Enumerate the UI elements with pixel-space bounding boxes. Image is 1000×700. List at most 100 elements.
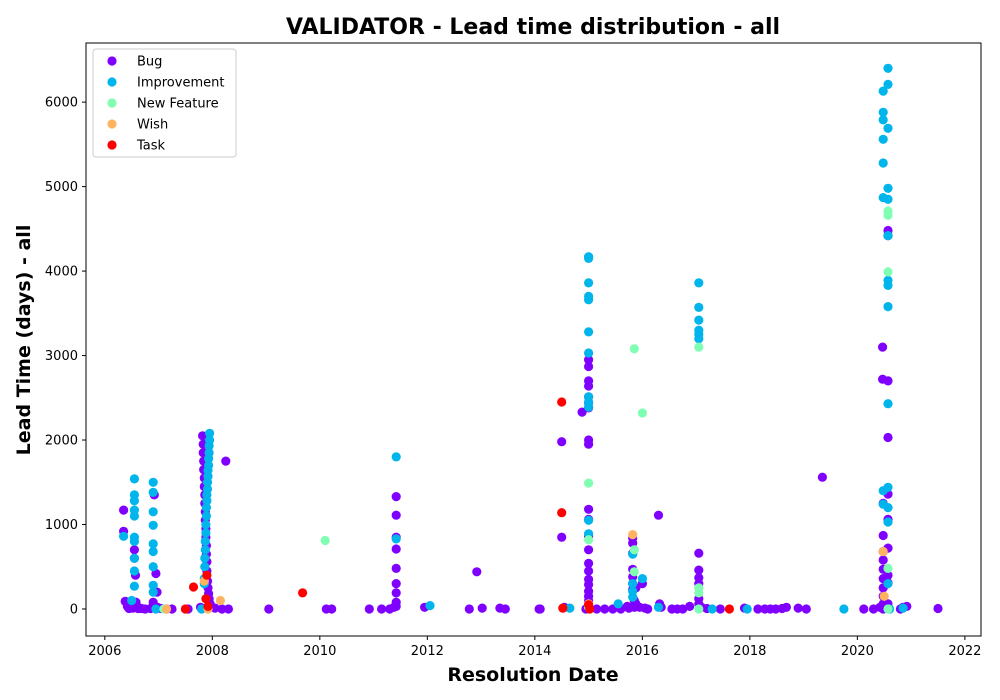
data-point bbox=[653, 602, 664, 612]
data-point bbox=[477, 603, 487, 613]
data-point bbox=[200, 545, 210, 555]
data-point bbox=[883, 604, 893, 614]
data-point bbox=[391, 544, 401, 554]
data-point bbox=[148, 520, 158, 530]
data-point bbox=[883, 79, 893, 89]
data-point bbox=[202, 484, 213, 494]
data-point bbox=[148, 539, 158, 549]
data-point bbox=[694, 548, 704, 558]
data-point bbox=[565, 603, 575, 613]
data-point bbox=[264, 604, 274, 614]
data-point bbox=[643, 604, 653, 614]
data-point bbox=[883, 194, 893, 204]
data-point bbox=[629, 545, 639, 555]
data-point bbox=[600, 604, 610, 614]
data-point bbox=[557, 437, 567, 447]
data-point bbox=[215, 595, 225, 606]
x-tick-label: 2006 bbox=[88, 644, 121, 659]
data-point bbox=[298, 588, 308, 598]
data-point bbox=[678, 604, 688, 614]
data-point bbox=[188, 582, 199, 592]
data-point bbox=[201, 519, 211, 530]
data-point bbox=[883, 570, 893, 580]
data-point bbox=[878, 530, 888, 541]
data-point bbox=[694, 565, 704, 575]
data-point bbox=[584, 535, 594, 545]
data-point bbox=[613, 599, 623, 609]
data-point bbox=[217, 604, 227, 614]
data-point bbox=[707, 604, 717, 614]
data-point bbox=[883, 503, 893, 513]
data-point bbox=[204, 448, 214, 458]
data-point bbox=[119, 531, 129, 541]
data-point bbox=[584, 545, 594, 555]
data-point bbox=[584, 566, 594, 576]
y-tick-label: 4000 bbox=[45, 265, 78, 280]
data-point bbox=[377, 604, 387, 614]
data-point bbox=[201, 528, 211, 538]
x-axis-label: Resolution Date bbox=[447, 664, 618, 686]
data-point bbox=[883, 63, 893, 73]
data-point bbox=[221, 456, 231, 466]
data-point bbox=[204, 460, 214, 470]
data-point bbox=[878, 86, 888, 96]
y-tick-label: 3000 bbox=[45, 349, 78, 364]
data-point bbox=[129, 536, 139, 547]
data-point bbox=[201, 594, 211, 604]
data-point bbox=[391, 563, 401, 574]
legend-label: Improvement bbox=[137, 76, 224, 91]
data-point bbox=[883, 231, 893, 241]
data-point bbox=[391, 579, 401, 589]
data-point bbox=[694, 588, 704, 598]
data-point bbox=[883, 302, 893, 312]
data-point bbox=[933, 603, 943, 614]
data-point bbox=[364, 604, 374, 614]
plot-frame bbox=[85, 42, 982, 637]
data-point bbox=[883, 482, 893, 492]
data-point bbox=[694, 604, 704, 614]
data-point bbox=[637, 408, 648, 418]
data-point bbox=[781, 602, 792, 612]
data-point bbox=[148, 546, 158, 557]
data-point bbox=[472, 567, 482, 577]
legend-marker bbox=[107, 56, 117, 66]
y-axis: 0 1000 2000 3000 4000 5000 6000 bbox=[45, 96, 86, 617]
data-point bbox=[464, 604, 474, 614]
x-tick-label: 2008 bbox=[196, 644, 229, 659]
data-point bbox=[629, 344, 639, 354]
data-point bbox=[391, 492, 401, 502]
data-point bbox=[878, 555, 888, 565]
data-point bbox=[391, 588, 401, 598]
data-point bbox=[694, 342, 704, 352]
data-points bbox=[119, 63, 943, 614]
data-point bbox=[724, 604, 735, 614]
data-point bbox=[148, 587, 158, 597]
legend-marker bbox=[107, 98, 117, 108]
data-point bbox=[859, 604, 869, 614]
x-tick-label: 2018 bbox=[733, 644, 766, 659]
data-point bbox=[327, 604, 337, 614]
data-point bbox=[637, 574, 648, 584]
data-point bbox=[425, 601, 435, 611]
data-point bbox=[883, 517, 893, 527]
data-point bbox=[584, 348, 594, 358]
data-point bbox=[584, 327, 594, 337]
legend-label: New Feature bbox=[137, 97, 219, 112]
data-point bbox=[320, 535, 330, 546]
data-point bbox=[883, 563, 893, 574]
data-point bbox=[694, 315, 704, 325]
data-point bbox=[200, 536, 210, 547]
data-point bbox=[119, 505, 129, 515]
data-point bbox=[391, 601, 401, 612]
legend-label: Wish bbox=[137, 118, 168, 133]
chart-title: VALIDATOR - Lead time distribution - all bbox=[286, 15, 780, 40]
data-point bbox=[500, 604, 510, 614]
data-point bbox=[878, 115, 888, 125]
series-new-feature bbox=[159, 206, 893, 614]
data-point bbox=[878, 134, 888, 144]
data-point bbox=[148, 507, 158, 517]
data-point bbox=[129, 511, 139, 521]
data-point bbox=[715, 604, 725, 614]
series-bug bbox=[119, 225, 943, 614]
